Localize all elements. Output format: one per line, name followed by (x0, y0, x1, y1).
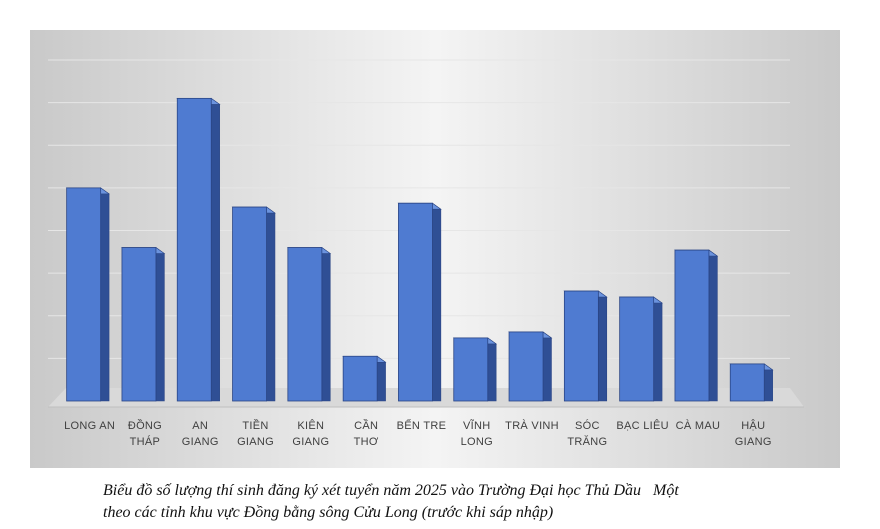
bar (286, 246, 332, 402)
bar-front (619, 296, 655, 402)
bar-front (508, 331, 544, 402)
bar-side (653, 296, 663, 402)
bar (231, 206, 276, 402)
bar-side (432, 202, 442, 402)
bar (674, 249, 719, 402)
bar (452, 337, 498, 402)
bar-side (487, 337, 497, 402)
bar-front (232, 206, 267, 402)
caption: Biểu đồ số lượng thí sinh đăng ký xét tu… (103, 482, 679, 499)
x-tick-label: TRÀ VINH (505, 420, 559, 432)
x-tick-label: TIỀN GIANG (237, 420, 275, 448)
bar-side (598, 290, 608, 402)
x-tick-label: BẾN TRE (396, 420, 447, 432)
x-tick-label: CÀ MAU (675, 420, 721, 432)
bar-front (342, 355, 378, 402)
bar (176, 97, 221, 402)
bar-front (398, 202, 433, 402)
bar (563, 290, 608, 402)
bar (397, 202, 442, 402)
bar-front (176, 97, 212, 402)
bar-front (453, 337, 489, 402)
bar (508, 331, 553, 402)
bar-front (729, 363, 765, 402)
bar-side (155, 246, 165, 402)
bar-side (376, 355, 386, 402)
bar-front (66, 187, 102, 402)
bar (618, 296, 663, 402)
x-tick-label: BẠC LIÊU (616, 420, 669, 432)
bar-side (100, 187, 110, 402)
x-tick-label: LONG AN (64, 420, 116, 432)
bar (121, 246, 166, 402)
bar-front (563, 290, 599, 402)
x-tick-label: AN GIANG (181, 420, 219, 448)
x-tick-label: VĨNH LONG (460, 420, 493, 448)
x-tick-label: CẦN THƠ (353, 420, 379, 448)
bar-side (266, 206, 276, 402)
bar (65, 187, 110, 402)
x-tick-label: ĐỒNG THÁP (127, 420, 163, 448)
x-tick-label: KIÊN GIANG (292, 420, 330, 448)
bar-side (321, 246, 331, 402)
bar (342, 355, 387, 402)
x-tick-label: HẬU GIANG (734, 420, 772, 448)
bar-front (121, 247, 157, 402)
bar-side (210, 97, 220, 402)
bar-side (542, 331, 552, 402)
x-tick-label: SÓC TRĂNG (567, 420, 608, 448)
bar-front (287, 247, 323, 402)
bar (729, 363, 774, 402)
caption: theo các tỉnh khu vực Đồng bằng sông Cửu… (103, 504, 554, 521)
bar-front (674, 249, 710, 402)
bar-side (708, 249, 718, 402)
